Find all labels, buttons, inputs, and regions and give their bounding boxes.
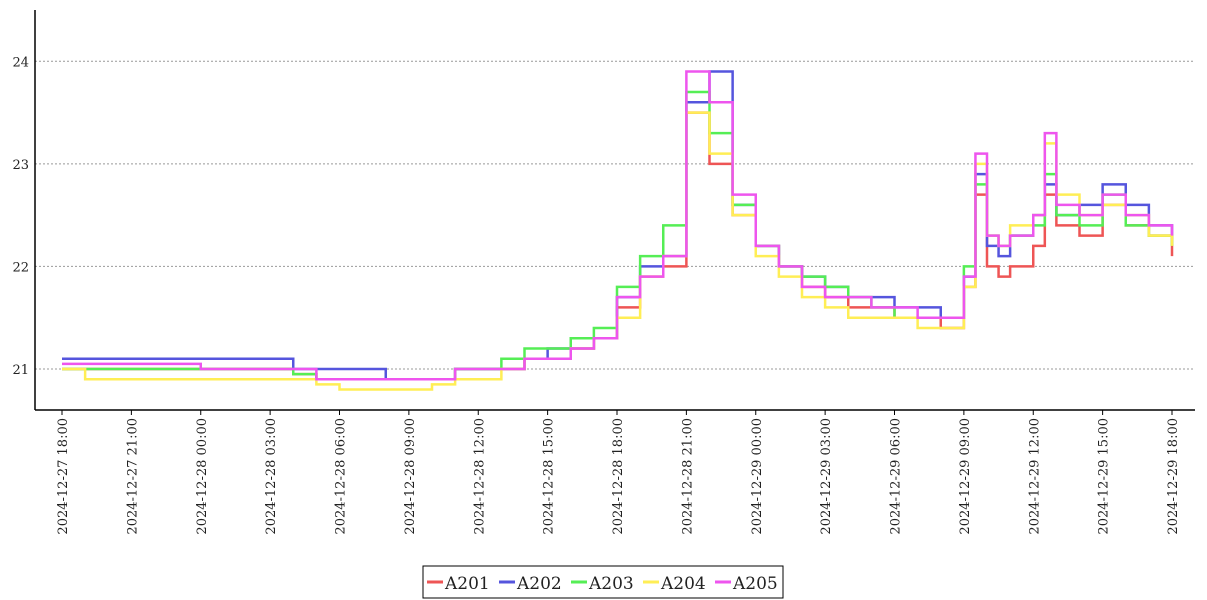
x-tick-label: 2024-12-29 06:00 [889,418,904,535]
x-tick-label: 2024-12-27 21:00 [125,418,140,535]
x-tick-label: 2024-12-29 00:00 [750,418,765,535]
x-tick-label: 2024-12-29 09:00 [958,418,973,535]
x-tick-label: 2024-12-29 15:00 [1097,418,1112,535]
y-tick-label: 21 [12,363,29,378]
x-tick-label: 2024-12-28 03:00 [264,418,279,535]
x-tick-label: 2024-12-29 18:00 [1166,418,1181,535]
y-tick-label: 24 [12,55,29,70]
x-tick-label: 2024-12-28 09:00 [403,418,418,535]
series-line-a204 [62,111,1174,391]
legend-label-a204: A204 [660,574,706,594]
legend-label-a202: A202 [516,574,562,594]
series-line-a205 [62,70,1174,381]
legend-label-a201: A201 [444,574,490,594]
legend-label-a203: A203 [588,574,634,594]
legend-label-a205: A205 [732,574,778,594]
y-tick-label: 22 [12,260,29,275]
x-tick-label: 2024-12-29 03:00 [819,418,834,535]
axes: 21 22 23 24 2024-12-27 18:00 2024-12-27 21:00… [12,10,1195,535]
x-tick-label: 2024-12-29 12:00 [1027,418,1042,535]
x-tick-label: 2024-12-28 18:00 [611,418,626,535]
x-tick-label: 2024-12-28 21:00 [680,418,695,535]
x-tick-label: 2024-12-27 18:00 [56,418,71,535]
x-tick-label: 2024-12-28 00:00 [195,418,210,535]
grid-lines [35,60,1195,370]
legend: A201 A202 A203 A204 A205 [422,565,784,599]
x-tick-label: 2024-12-28 15:00 [542,418,557,535]
x-tick-label: 2024-12-28 06:00 [334,418,349,535]
series-lines [62,70,1174,391]
y-tick-label: 23 [12,158,29,173]
x-tick-label: 2024-12-28 12:00 [472,418,487,535]
